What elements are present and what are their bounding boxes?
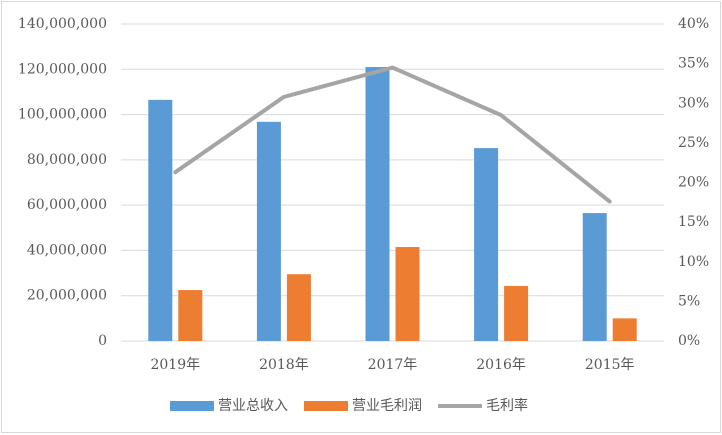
gross-profit-bar <box>504 286 528 341</box>
y-tick-label: 20,000,000 <box>27 288 107 304</box>
x-axis-ticks: 2019年 2018年 2017年 2016年 2015年 <box>150 357 634 373</box>
y2-tick-label: 40% <box>678 16 709 32</box>
y-tick-label: 140,000,000 <box>18 16 107 32</box>
y-tick-label: 120,000,000 <box>18 61 107 77</box>
margin-line-path <box>175 68 609 202</box>
revenue-bar <box>474 148 498 341</box>
legend-label: 营业毛利润 <box>352 398 422 414</box>
y2-tick-label: 0% <box>678 333 700 349</box>
legend-label: 营业总收入 <box>218 398 288 414</box>
y2-tick-label: 35% <box>678 56 709 72</box>
y-tick-label: 80,000,000 <box>27 152 107 168</box>
legend-swatch-gross-profit <box>304 401 348 411</box>
x-tick-label: 2015年 <box>585 357 635 373</box>
gridlines <box>121 24 664 341</box>
legend-label: 毛利率 <box>486 397 528 414</box>
right-axis-ticks: 0% 5% 10% 15% 20% 25% 30% 35% 40% <box>678 16 709 349</box>
revenue-bar <box>148 100 172 341</box>
gross-profit-bar <box>613 318 637 341</box>
y2-tick-label: 30% <box>678 95 709 111</box>
gross-profit-bar <box>396 247 420 341</box>
bars <box>148 67 636 341</box>
gross-profit-bar <box>178 290 202 341</box>
y2-tick-label: 20% <box>678 175 709 191</box>
revenue-bar <box>583 213 607 341</box>
y-tick-label: 0 <box>98 333 107 349</box>
y2-tick-label: 25% <box>678 135 709 151</box>
left-axis-ticks: 0 20,000,000 40,000,000 60,000,000 80,000,00… <box>18 16 107 349</box>
margin-line <box>175 67 610 201</box>
x-tick-label: 2017年 <box>368 357 418 373</box>
x-tick-label: 2019年 <box>150 357 200 373</box>
legend-swatch-revenue <box>170 401 214 411</box>
y2-tick-label: 15% <box>678 214 709 230</box>
revenue-bar <box>257 122 281 341</box>
y2-tick-label: 10% <box>678 254 709 270</box>
y2-tick-label: 5% <box>678 293 700 309</box>
y-tick-label: 100,000,000 <box>18 107 107 123</box>
x-tick-label: 2018年 <box>259 357 309 373</box>
gross-profit-bar <box>287 274 311 341</box>
y-tick-label: 40,000,000 <box>27 242 107 258</box>
revenue-bar <box>366 67 390 341</box>
y-tick-label: 60,000,000 <box>27 197 107 213</box>
legend: 营业总收入 营业毛利润 毛利率 <box>170 397 528 414</box>
x-tick-label: 2016年 <box>476 357 526 373</box>
